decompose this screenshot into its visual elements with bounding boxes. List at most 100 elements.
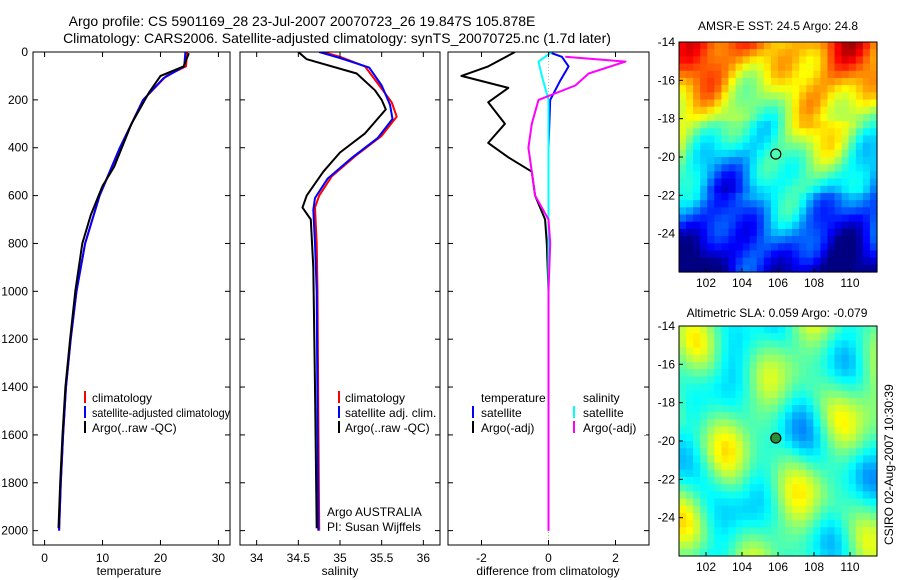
map-cell	[827, 113, 836, 122]
map-cell	[728, 99, 737, 108]
map-cell	[742, 361, 751, 370]
map-cell	[848, 476, 857, 485]
map-cell	[686, 333, 694, 341]
map-cell	[686, 228, 694, 237]
map-cell	[841, 534, 850, 543]
map-cell	[707, 207, 715, 216]
map-cell	[834, 455, 843, 464]
map-cell	[799, 85, 807, 93]
map-cell	[855, 397, 864, 406]
map-cell	[827, 469, 836, 478]
map-cell	[806, 326, 814, 334]
map-cell	[693, 214, 701, 223]
map-cell	[700, 157, 708, 165]
map-cell	[841, 85, 850, 93]
map-cell	[700, 347, 708, 356]
map-cell	[679, 520, 687, 528]
map-cell	[834, 70, 843, 79]
map-cell	[700, 250, 708, 259]
map-cell	[763, 383, 772, 392]
map-cell	[834, 207, 843, 216]
map-cell	[679, 214, 687, 223]
map-cell	[792, 390, 800, 399]
map-cell	[749, 250, 758, 259]
map-cell	[827, 512, 836, 521]
map-cell	[799, 441, 807, 449]
map-cell	[735, 534, 744, 543]
map-cell	[763, 326, 772, 334]
map-cell	[813, 412, 822, 421]
map-cell	[792, 207, 800, 216]
map-cell	[700, 142, 708, 151]
map-cell	[728, 412, 737, 421]
map-cell	[792, 548, 800, 557]
map-cell	[799, 192, 807, 201]
map-cell	[686, 135, 694, 144]
map-cell	[869, 192, 878, 201]
map-cell	[869, 135, 878, 144]
map-cell	[756, 236, 765, 244]
map-cell	[742, 548, 751, 557]
map-cell	[770, 347, 779, 356]
map-cell	[749, 128, 758, 137]
map-cell	[820, 369, 829, 377]
legend-text-sal-argo: Argo(-adj)	[583, 421, 636, 435]
map-cell	[806, 469, 814, 478]
map-cell	[756, 333, 765, 341]
map-cell	[770, 121, 779, 129]
map-cell	[679, 383, 687, 392]
map-cell	[806, 113, 814, 122]
map-cell	[721, 505, 730, 514]
x-tick-label: 20	[154, 551, 168, 565]
map-cell	[862, 56, 871, 65]
map-cell	[827, 390, 836, 399]
map-cell	[834, 85, 843, 93]
map-cell	[806, 157, 814, 165]
map-cell	[855, 157, 864, 165]
map-cell	[735, 527, 744, 536]
map-cell	[749, 92, 758, 101]
map-cell	[707, 149, 715, 158]
map-cell	[792, 56, 800, 65]
map-cell	[756, 92, 765, 101]
map-cell	[813, 390, 822, 399]
map-cell	[721, 128, 730, 137]
map-cell	[841, 149, 850, 158]
map-cell	[827, 534, 836, 543]
map-cell	[785, 243, 793, 252]
map-cell	[862, 192, 871, 201]
map-cell	[735, 520, 744, 528]
map-cell	[806, 441, 814, 449]
map-cell	[728, 390, 737, 399]
legend-text-temp-satellite: satellite	[481, 406, 522, 420]
map-cell	[763, 135, 772, 144]
map-cell	[806, 426, 814, 435]
map-cell	[848, 383, 857, 392]
map-cell	[834, 405, 843, 413]
map-cell	[855, 448, 864, 456]
map-cell	[806, 419, 814, 428]
map-cell	[763, 376, 772, 385]
map-cell	[792, 397, 800, 406]
map-cell	[770, 214, 779, 223]
map-cell	[869, 498, 878, 507]
map-cell	[792, 383, 800, 392]
map-cell	[827, 63, 836, 72]
map-cell	[813, 340, 822, 349]
map-cell	[679, 527, 687, 536]
map-cell	[770, 243, 779, 252]
map-cell	[869, 369, 878, 377]
map-cell	[806, 128, 814, 137]
map-cell	[728, 257, 737, 266]
map-cell	[721, 520, 730, 528]
map-cell	[721, 243, 730, 252]
map-cell	[749, 85, 758, 93]
map-cell	[813, 505, 822, 514]
map-cell	[679, 455, 687, 464]
map-cell	[799, 527, 807, 536]
map-cell	[855, 498, 864, 507]
map-cell	[799, 462, 807, 471]
map-cell	[714, 214, 723, 223]
map-cell	[792, 354, 800, 363]
map-cell	[820, 149, 829, 158]
